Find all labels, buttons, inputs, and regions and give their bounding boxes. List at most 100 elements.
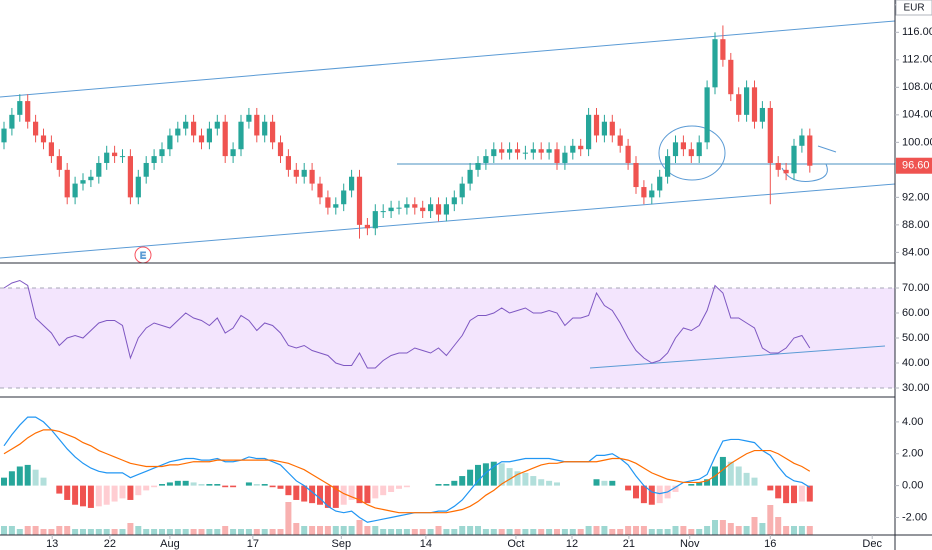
volume-bar [514, 529, 521, 535]
candle-body [80, 180, 86, 184]
volume-bar [253, 529, 260, 535]
candle-body [396, 207, 402, 209]
y-tick-label: 116.00 [902, 26, 932, 38]
volume-bar [269, 529, 276, 535]
volume-bar [427, 529, 434, 535]
volume-bar [751, 517, 758, 535]
volume-bar [174, 529, 181, 535]
histogram-bar [340, 485, 347, 505]
x-tick-label: 17 [247, 538, 259, 550]
histogram-bar [16, 466, 23, 486]
volume-bar [372, 526, 379, 535]
volume-bar [87, 529, 94, 535]
histogram-bar [783, 485, 790, 504]
volume-bar [411, 529, 418, 535]
candle-body [744, 87, 750, 115]
histogram-bar [380, 485, 387, 496]
candle-body [530, 149, 536, 153]
candle-body [514, 149, 521, 153]
volume-bar [277, 529, 284, 535]
volume-bar [403, 529, 410, 535]
histogram-bar [190, 482, 197, 486]
candle-body [48, 142, 54, 157]
candle-body [680, 142, 686, 150]
volume-bar [435, 526, 442, 535]
candle-body [127, 156, 133, 198]
volume-bar [617, 529, 624, 535]
candle-body [578, 145, 584, 150]
volume-bar [506, 529, 513, 535]
candle-body [135, 176, 141, 198]
candle-body [483, 156, 489, 163]
histogram-bar [119, 485, 126, 499]
histogram-bar [490, 461, 497, 486]
volume-bar [538, 529, 545, 535]
candle-body [641, 187, 647, 198]
histogram-bar [372, 485, 379, 499]
candle-body [751, 87, 758, 122]
histogram-bar [166, 482, 173, 486]
volume-bar [640, 526, 647, 535]
volume-bar [95, 529, 102, 535]
volume-bar [32, 526, 39, 535]
candle-body [593, 114, 600, 136]
candle-body [475, 162, 481, 170]
histogram-bar [514, 471, 521, 486]
candle-body [522, 152, 528, 154]
candle-body [56, 156, 62, 170]
candle-body [499, 149, 505, 153]
y-tick-label: 50.00 [902, 332, 930, 344]
histogram-bar [640, 485, 647, 504]
marks-layer [1, 25, 813, 523]
volume-bar [222, 526, 229, 535]
candle-body [649, 190, 655, 198]
histogram-bar [727, 461, 734, 486]
candle-body [191, 121, 197, 136]
histogram-bar [506, 468, 513, 486]
histogram-bar [388, 485, 395, 492]
candle-body [562, 152, 568, 163]
candle-body [586, 114, 592, 150]
histogram-bar [475, 464, 481, 486]
histogram-bar [435, 484, 442, 486]
histogram-bar [151, 485, 158, 488]
volume-bar [356, 520, 363, 535]
y-tick-label: 4.00 [902, 416, 923, 428]
candle-body [570, 145, 576, 153]
histogram-bar [24, 464, 31, 486]
y-tick-label: 104.00 [902, 109, 932, 121]
candle-body [285, 156, 291, 170]
histogram-bar [174, 480, 181, 486]
histogram-bar [222, 485, 229, 488]
candle-body [33, 121, 39, 136]
histogram-bar [1, 477, 7, 486]
rsi-band [0, 288, 895, 388]
candle-body [507, 149, 513, 153]
histogram-bar [719, 456, 726, 486]
histogram-bar [111, 485, 118, 502]
macd-line [3, 429, 811, 514]
currency-box[interactable] [895, 0, 932, 16]
candle-body [554, 149, 560, 163]
volume-bar [459, 526, 466, 535]
volume-bar [16, 529, 23, 535]
volume-bar [182, 529, 189, 535]
candle-body [720, 39, 726, 60]
volume-bar [806, 526, 813, 535]
candle-body [451, 197, 457, 205]
histogram-bar [64, 485, 71, 500]
arrow-drawing [817, 145, 837, 153]
volume-bar [759, 523, 766, 535]
candle-body [633, 162, 639, 188]
candle-body [40, 135, 47, 143]
volume-bar [151, 529, 158, 535]
histogram-bar [309, 485, 316, 504]
candle-body [672, 142, 679, 157]
volume-bar [198, 529, 205, 535]
volume-bar [143, 529, 150, 535]
histogram-bar [767, 485, 774, 491]
volume-bar [443, 529, 450, 535]
volume-bar [159, 529, 165, 535]
candle-body [356, 176, 363, 225]
